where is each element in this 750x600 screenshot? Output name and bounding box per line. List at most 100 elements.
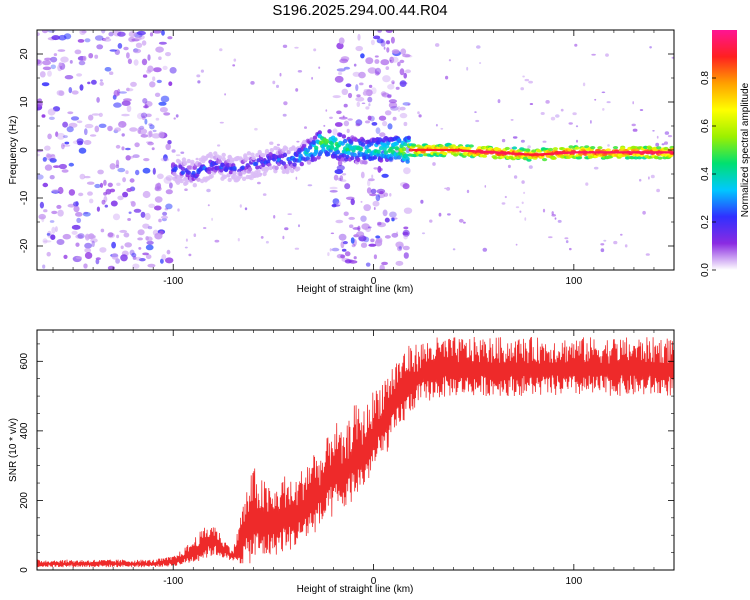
noise-blob xyxy=(329,186,338,190)
noise-blob xyxy=(125,147,131,151)
noise-blob xyxy=(336,42,344,50)
noise-dot xyxy=(368,226,372,229)
noise-dot xyxy=(374,55,379,58)
signal-blob xyxy=(352,152,357,157)
noise-dot xyxy=(519,210,522,213)
noise-blob xyxy=(61,142,65,150)
noise-blob xyxy=(347,118,353,121)
noise-blob xyxy=(84,242,92,249)
noise-dot xyxy=(510,119,514,121)
noise-dot xyxy=(373,167,379,170)
spectrogram-y-ticks: -20 -10 0 10 20 xyxy=(19,29,674,271)
noise-blob xyxy=(336,110,342,115)
noise-blob xyxy=(395,260,404,266)
noise-blob xyxy=(68,189,76,196)
noise-blob xyxy=(127,58,132,65)
noise-dot xyxy=(420,199,424,204)
noise-blob xyxy=(140,211,146,218)
noise-dot xyxy=(605,53,609,57)
noise-blob xyxy=(79,30,86,35)
noise-blob xyxy=(392,116,397,121)
noise-blob xyxy=(148,130,153,138)
signal-blob xyxy=(226,173,231,178)
noise-blob xyxy=(355,84,359,92)
noise-blob xyxy=(113,102,122,108)
noise-dot xyxy=(476,45,481,49)
noise-blob xyxy=(399,68,405,76)
noise-dot xyxy=(361,102,366,105)
noise-blob xyxy=(149,81,156,88)
noise-dot xyxy=(342,173,347,176)
noise-dot xyxy=(185,238,188,242)
noise-dot xyxy=(593,166,599,170)
noise-blob xyxy=(43,240,52,243)
noise-dot xyxy=(639,109,644,111)
noise-blob xyxy=(400,48,407,55)
noise-blob xyxy=(46,251,51,257)
noise-dot xyxy=(180,151,185,154)
noise-blob xyxy=(137,127,142,134)
noise-dot xyxy=(295,176,298,180)
noise-blob xyxy=(128,31,136,38)
noise-dot xyxy=(601,91,606,94)
signal-blob xyxy=(548,147,554,152)
noise-blob xyxy=(165,189,173,195)
signal-blob xyxy=(290,168,295,174)
noise-blob xyxy=(126,105,132,113)
noise-blob xyxy=(334,122,343,127)
noise-blob xyxy=(142,98,148,104)
chart-title: S196.2025.294.00.44.R04 xyxy=(272,2,447,19)
signal-blob xyxy=(284,146,289,151)
signal-blob xyxy=(281,161,286,166)
noise-blob xyxy=(86,181,95,185)
noise-dot xyxy=(373,207,376,210)
signal-blob xyxy=(207,166,212,172)
noise-blob xyxy=(132,256,137,260)
noise-blob xyxy=(148,203,156,208)
noise-blob xyxy=(118,121,127,128)
noise-dot xyxy=(484,185,487,188)
noise-dot xyxy=(237,238,240,242)
noise-blob xyxy=(130,81,137,87)
noise-dot xyxy=(594,98,597,101)
signal-blob xyxy=(324,139,330,144)
signal-blob xyxy=(261,153,266,158)
signal-blob xyxy=(335,149,341,155)
signal-blob xyxy=(255,165,260,170)
noise-blob xyxy=(107,125,113,132)
noise-dot xyxy=(338,177,342,181)
noise-blob xyxy=(87,81,91,85)
noise-blob xyxy=(75,242,80,247)
noise-dot xyxy=(576,139,578,143)
spectrogram-y-tick-label: -10 xyxy=(19,190,30,205)
noise-blob xyxy=(134,142,140,148)
noise-blob xyxy=(370,188,377,194)
noise-dot xyxy=(520,139,525,143)
colorbar-tick-label: 0.2 xyxy=(700,215,711,229)
signal-blob xyxy=(190,159,195,165)
noise-blob xyxy=(117,167,126,173)
noise-blob xyxy=(403,234,408,240)
noise-dot xyxy=(325,109,328,112)
noise-blob xyxy=(165,175,173,181)
noise-blob xyxy=(71,224,81,230)
noise-blob xyxy=(154,92,161,98)
noise-dot xyxy=(569,247,572,251)
snr-y-tick-label: 200 xyxy=(19,492,30,509)
noise-blob xyxy=(331,247,340,252)
noise-blob xyxy=(129,127,138,132)
signal-blob xyxy=(466,146,472,150)
noise-blob xyxy=(137,229,145,236)
noise-blob xyxy=(67,111,74,115)
signal-blob xyxy=(620,146,626,150)
signal-blob xyxy=(340,157,345,162)
noise-dot xyxy=(507,164,511,169)
noise-blob xyxy=(151,147,155,151)
noise-dot xyxy=(501,138,506,143)
noise-blob xyxy=(142,252,150,256)
noise-dot xyxy=(389,59,392,62)
noise-blob xyxy=(48,116,55,121)
noise-blob xyxy=(332,95,341,99)
noise-blob xyxy=(56,90,64,96)
noise-dot xyxy=(283,101,288,106)
